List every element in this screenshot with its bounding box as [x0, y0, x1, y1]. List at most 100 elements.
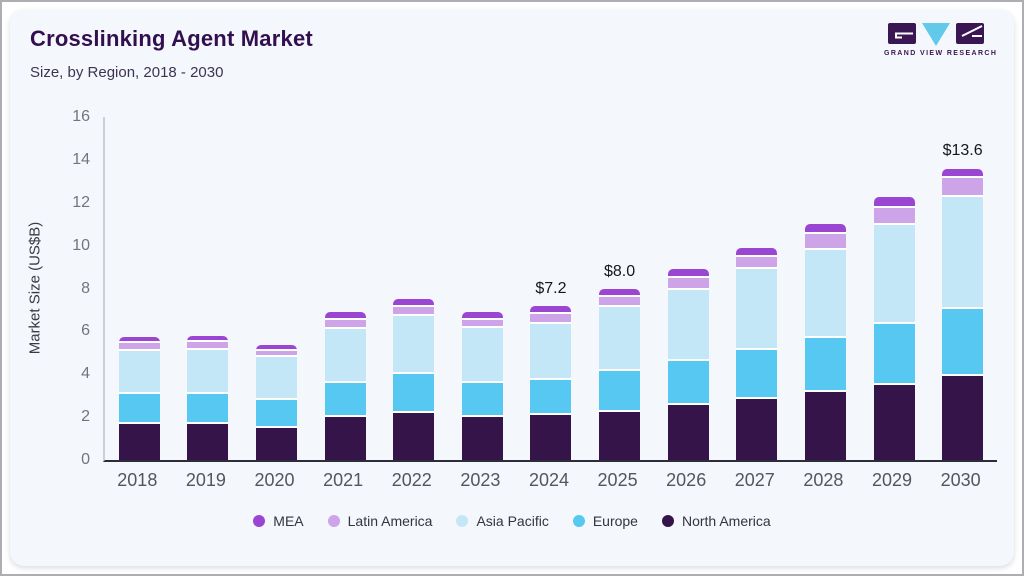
legend-item-latin-america: Latin America: [327, 513, 432, 529]
bar-segment-asia-pacific-2024: [530, 323, 572, 380]
bar-group-2022: [379, 117, 448, 460]
bar-segment-latin-america-2027: [736, 257, 778, 270]
x-tick-2018: 2018: [117, 470, 158, 490]
brand-logo-icon: [888, 23, 984, 46]
bar-segment-europe-2028: [804, 337, 846, 393]
bar-segment-north-america-2023: [461, 417, 503, 460]
x-tick-2026: 2026: [666, 470, 707, 490]
bar-group-2019: [174, 117, 243, 460]
bar-segment-north-america-2021: [324, 417, 366, 460]
y-tick-2: 2: [81, 408, 90, 426]
bar-2023: [461, 312, 503, 460]
x-tick-2029: 2029: [871, 470, 913, 490]
x-tick-2027: 2027: [734, 470, 775, 490]
brand-logo: GRAND VIEW RESEARCH: [884, 20, 998, 57]
bar-segment-latin-america-2019: [187, 342, 229, 350]
bar-segment-asia-pacific-2023: [461, 328, 503, 383]
bar-segment-europe-2020: [256, 399, 298, 428]
bar-group-2027: [722, 117, 791, 460]
bar-group-2030: $13.6: [928, 117, 997, 460]
bar-segment-mea-2026: [667, 269, 709, 278]
bar-group-2028: [791, 117, 860, 460]
bar-segment-europe-2029: [873, 323, 915, 385]
legend: MEA Latin America Asia Pacific Europe North …: [10, 513, 1014, 529]
bar-segment-europe-2024: [530, 379, 572, 415]
bar-segment-latin-america-2025: [599, 297, 641, 307]
bar-value-label-2025: $8.0: [603, 262, 636, 280]
bar-2020: [256, 345, 298, 460]
bar-2027: [736, 247, 778, 460]
bar-group-2026: [654, 117, 723, 460]
bar-2030: [942, 168, 984, 460]
x-tick-2021: 2021: [323, 470, 364, 490]
bar-segment-asia-pacific-2027: [736, 269, 778, 350]
bar-segment-asia-pacific-2018: [118, 350, 160, 394]
bar-segment-north-america-2029: [873, 384, 915, 460]
legend-item-mea: MEA: [253, 513, 304, 529]
bar-segment-mea-2020: [256, 345, 298, 351]
x-tick-2022: 2022: [391, 470, 432, 490]
bar-2026: [667, 269, 709, 460]
y-tick-0: 0: [81, 451, 90, 468]
brand-name: GRAND VIEW RESEARCH: [884, 50, 998, 57]
bar-segment-mea-2022: [393, 299, 435, 307]
bar-segment-asia-pacific-2022: [393, 316, 435, 375]
bar-segment-mea-2030: [942, 168, 984, 179]
bar-segment-europe-2027: [736, 349, 778, 399]
bar-segment-north-america-2025: [599, 411, 641, 460]
bar-2022: [393, 299, 435, 460]
bar-segment-latin-america-2024: [530, 314, 572, 324]
bar-2018: [118, 336, 160, 460]
bar-segment-latin-america-2023: [461, 319, 503, 329]
legend-swatch-icon: [253, 515, 266, 527]
bar-segment-latin-america-2028: [804, 233, 846, 250]
legend-label: Europe: [592, 513, 638, 529]
bar-segment-latin-america-2021: [324, 319, 366, 330]
bar-segment-asia-pacific-2020: [256, 357, 298, 400]
x-tick-2020: 2020: [254, 470, 295, 490]
x-tick-2023: 2023: [460, 470, 501, 490]
bar-group-2018: [105, 117, 174, 460]
x-tick-2019: 2019: [185, 470, 226, 490]
bar-segment-asia-pacific-2021: [324, 329, 366, 383]
bar-segment-north-america-2020: [256, 427, 298, 460]
bar-segment-latin-america-2029: [873, 208, 915, 226]
y-tick-4: 4: [81, 365, 90, 383]
chart-card: Crosslinking Agent Market Size, by Regio…: [10, 10, 1014, 566]
bar-segment-mea-2021: [324, 312, 366, 320]
legend-item-north-america: North America: [661, 513, 771, 529]
page-title: Crosslinking Agent Market: [30, 26, 313, 51]
bar-segment-asia-pacific-2026: [667, 289, 709, 362]
y-tick-14: 14: [72, 150, 90, 168]
bar-2024: [530, 305, 572, 460]
legend-label: MEA: [273, 513, 304, 529]
bar-segment-latin-america-2030: [942, 178, 984, 198]
bar-group-2021: [311, 117, 380, 460]
bar-segment-mea-2024: [530, 305, 572, 315]
bar-segment-europe-2019: [187, 393, 229, 424]
x-tick-2025: 2025: [597, 470, 638, 490]
y-axis-ticks: 0 2 4 6 8 10 12 14 16: [10, 108, 90, 468]
bar-group-2025: $8.0: [585, 117, 654, 460]
bar-segment-mea-2018: [118, 336, 160, 344]
x-axis-labels: 2018 2019 2020 2021 2022 2023 2024 2025 2026 2027…: [103, 470, 995, 491]
bar-2021: [324, 312, 366, 460]
y-tick-16: 16: [72, 108, 90, 125]
bar-segment-north-america-2018: [118, 423, 160, 460]
bar-segment-latin-america-2022: [393, 306, 435, 317]
legend-item-europe: Europe: [572, 513, 638, 529]
x-tick-2024: 2024: [528, 470, 569, 490]
bar-segment-latin-america-2018: [118, 343, 160, 351]
x-tick-2030: 2030: [940, 470, 981, 490]
bar-group-2020: [242, 117, 311, 460]
bar-segment-mea-2023: [461, 312, 503, 320]
bar-segment-europe-2022: [393, 374, 435, 413]
bar-segment-europe-2026: [667, 361, 709, 406]
bar-segment-mea-2027: [736, 247, 778, 258]
bar-segment-asia-pacific-2025: [599, 306, 641, 372]
bar-segment-asia-pacific-2030: [942, 197, 984, 309]
bar-segment-latin-america-2020: [256, 350, 298, 358]
bar-group-2029: [860, 117, 929, 460]
legend-item-asia-pacific: Asia Pacific: [456, 513, 549, 529]
x-tick-2028: 2028: [803, 470, 844, 490]
